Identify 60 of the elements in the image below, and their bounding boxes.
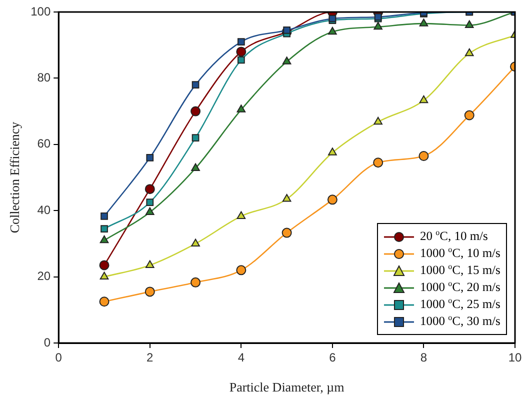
point <box>237 38 245 46</box>
legend-label: 1000 $^{o}$C, 25 m/s <box>420 296 500 313</box>
point <box>100 272 109 280</box>
point <box>418 150 429 161</box>
point <box>191 238 200 246</box>
point <box>373 158 384 168</box>
y-tick-label: 40 <box>37 202 51 217</box>
point <box>99 260 110 270</box>
x-tick-label: 2 <box>146 350 154 365</box>
point <box>328 26 337 35</box>
point <box>374 22 382 30</box>
x-tick-label: 8 <box>420 350 428 365</box>
point <box>328 148 337 156</box>
point <box>100 235 109 244</box>
point <box>146 260 154 268</box>
legend-label: 1000 $^{o}$C, 20 m/s <box>420 279 500 296</box>
point <box>146 198 154 206</box>
legend-label: 1000 $^{o}$C, 15 m/s <box>420 262 500 279</box>
point <box>419 18 428 26</box>
point <box>236 265 246 276</box>
point <box>282 56 292 64</box>
point <box>374 116 382 125</box>
x-tick-label: 4 <box>238 350 245 365</box>
point <box>464 48 474 56</box>
legend-label: 20 $^{o}$C, 10 m/s <box>420 228 488 245</box>
x-tick-label: 10 <box>508 350 522 365</box>
point <box>237 56 245 64</box>
point <box>100 225 108 232</box>
point <box>100 212 108 220</box>
y-tick-label: 60 <box>37 136 51 151</box>
point <box>192 81 200 88</box>
point <box>464 20 474 28</box>
point <box>146 154 154 162</box>
x-axis-title: Particle Diameter, µm <box>229 380 344 395</box>
point <box>192 134 200 142</box>
point <box>282 228 292 238</box>
point <box>236 211 246 219</box>
point <box>99 296 110 307</box>
point <box>144 184 155 194</box>
point <box>190 106 201 116</box>
point <box>236 46 246 57</box>
point <box>464 110 474 120</box>
y-tick-label: 100 <box>30 4 51 18</box>
y-tick-label: 80 <box>37 70 51 85</box>
point <box>190 277 201 288</box>
y-tick-label: 20 <box>37 269 51 284</box>
point <box>283 26 290 34</box>
point <box>144 286 155 297</box>
point <box>327 194 338 205</box>
point <box>146 207 154 216</box>
point <box>282 194 292 202</box>
point <box>236 104 246 112</box>
x-tick-label: 6 <box>329 350 336 365</box>
legend-label: 1000 $^{o}$C, 30 m/s <box>420 313 500 330</box>
legend-label: 1000 $^{o}$C, 10 m/s <box>420 245 500 262</box>
x-tick-label: 0 <box>55 350 62 365</box>
point <box>191 163 200 171</box>
y-axis-title: Collection Efficiency <box>7 121 22 234</box>
point <box>419 95 428 104</box>
y-tick-label: 0 <box>44 335 51 350</box>
